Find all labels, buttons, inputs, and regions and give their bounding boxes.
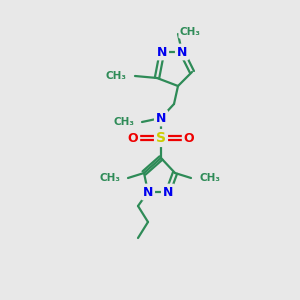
Text: CH₃: CH₃ bbox=[180, 27, 201, 37]
Text: S: S bbox=[156, 131, 166, 145]
Text: O: O bbox=[128, 131, 138, 145]
Text: N: N bbox=[157, 46, 167, 59]
Text: N: N bbox=[177, 46, 187, 59]
Text: CH₃: CH₃ bbox=[113, 117, 134, 127]
Text: CH₃: CH₃ bbox=[99, 173, 120, 183]
Text: O: O bbox=[184, 131, 194, 145]
Text: N: N bbox=[143, 185, 153, 199]
Text: N: N bbox=[163, 185, 173, 199]
Text: CH₃: CH₃ bbox=[199, 173, 220, 183]
Text: N: N bbox=[156, 112, 166, 124]
Text: CH₃: CH₃ bbox=[106, 71, 127, 81]
